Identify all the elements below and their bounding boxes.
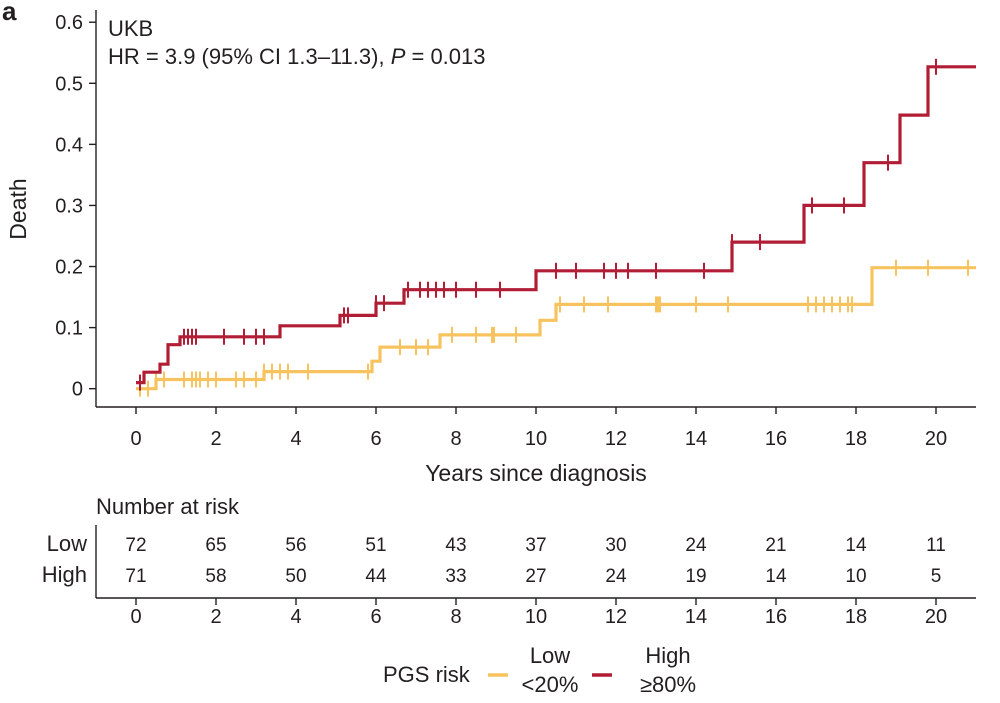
y-tick-label: 0.2 <box>55 257 83 279</box>
risk-value-high: 19 <box>685 566 706 587</box>
y-tick-label: 0 <box>72 379 83 401</box>
x-tick-label: 8 <box>450 428 461 450</box>
legend-high-line2: ≥80% <box>640 672 696 697</box>
x-tick-label: 2 <box>210 428 221 450</box>
risk-value-low: 43 <box>445 535 466 556</box>
risk-value-high: 71 <box>125 566 146 587</box>
risk-value-high: 24 <box>605 566 627 587</box>
x-tick-label: 18 <box>845 428 867 450</box>
risk-value-low: 65 <box>205 535 226 556</box>
risk-value-high: 10 <box>845 566 866 587</box>
risk-value-low: 30 <box>605 535 626 556</box>
risk-value-low: 21 <box>765 535 786 556</box>
risk-value-low: 56 <box>285 535 306 556</box>
risk-x-tick-label: 18 <box>845 606 867 628</box>
risk-x-tick-label: 20 <box>925 606 947 628</box>
risk-x-tick-label: 10 <box>525 606 547 628</box>
x-tick-label: 0 <box>130 428 141 450</box>
p-symbol: P <box>391 44 406 69</box>
risk-table-axis: 0 2 4 6 8 10 12 14 16 18 20 <box>95 525 976 628</box>
x-tick-label: 10 <box>525 428 547 450</box>
risk-row-label-low: Low <box>47 531 87 556</box>
y-tick-label: 0.3 <box>55 195 83 217</box>
p-value-text: = 0.013 <box>405 44 485 69</box>
risk-x-tick-label: 14 <box>685 606 707 628</box>
y-tick-label: 0.6 <box>55 12 83 34</box>
legend-low-line1: Low <box>530 643 570 668</box>
risk-x-tick-label: 6 <box>370 606 381 628</box>
risk-value-low: 37 <box>525 535 546 556</box>
legend-title: PGS risk <box>383 662 471 687</box>
legend-low-line2: <20% <box>522 672 579 697</box>
risk-value-low: 24 <box>685 535 707 556</box>
x-tick-label: 14 <box>685 428 707 450</box>
risk-value-high: 27 <box>525 566 546 587</box>
hazard-ratio-annotation: HR = 3.9 (95% CI 1.3–11.3), P = 0.013 <box>108 44 486 69</box>
risk-x-tick-label: 4 <box>290 606 301 628</box>
risk-value-high: 58 <box>205 566 226 587</box>
x-axis-title: Years since diagnosis <box>425 460 647 486</box>
x-axis: 0 2 4 6 8 10 12 14 16 18 20 <box>96 406 976 450</box>
series-line-low <box>136 266 976 391</box>
x-tick-label: 12 <box>605 428 627 450</box>
legend: PGS risk Low <20% High ≥80% <box>383 643 696 697</box>
risk-x-tick-label: 16 <box>765 606 787 628</box>
risk-value-high: 5 <box>931 566 942 587</box>
risk-table-title: Number at risk <box>96 494 240 519</box>
risk-value-high: 14 <box>765 566 787 587</box>
risk-value-high: 33 <box>445 566 466 587</box>
x-tick-label: 4 <box>290 428 301 450</box>
y-tick-label: 0.5 <box>55 73 83 95</box>
risk-value-low: 51 <box>365 535 386 556</box>
x-tick-label: 16 <box>765 428 787 450</box>
legend-high-line1: High <box>645 643 690 668</box>
risk-value-high: 44 <box>365 566 387 587</box>
risk-table: Low 72 65 56 51 43 37 30 24 21 14 11 High 71 58 50 44 33 2… <box>42 531 946 587</box>
risk-x-tick-label: 12 <box>605 606 627 628</box>
series-high <box>136 58 976 391</box>
y-axis-title: Death <box>5 178 31 239</box>
panel-label: a <box>2 0 17 26</box>
risk-x-tick-label: 8 <box>450 606 461 628</box>
y-tick-label: 0.1 <box>55 318 83 340</box>
y-axis: 0 0.1 0.2 0.3 0.4 0.5 0.6 <box>55 10 97 407</box>
hr-text: HR = 3.9 (95% CI 1.3–11.3), <box>108 44 391 69</box>
risk-value-low: 14 <box>845 535 867 556</box>
risk-x-tick-label: 0 <box>130 606 141 628</box>
cohort-label: UKB <box>108 16 153 41</box>
risk-row-label-high: High <box>42 562 87 587</box>
x-tick-label: 20 <box>925 428 947 450</box>
x-tick-label: 6 <box>370 428 381 450</box>
risk-value-low: 11 <box>926 535 946 556</box>
risk-x-tick-label: 2 <box>210 606 221 628</box>
risk-value-high: 50 <box>285 566 306 587</box>
risk-value-low: 72 <box>125 535 146 556</box>
series-low <box>136 259 976 397</box>
series-group <box>136 58 976 397</box>
y-tick-label: 0.4 <box>55 134 83 156</box>
series-line-high <box>136 65 976 385</box>
